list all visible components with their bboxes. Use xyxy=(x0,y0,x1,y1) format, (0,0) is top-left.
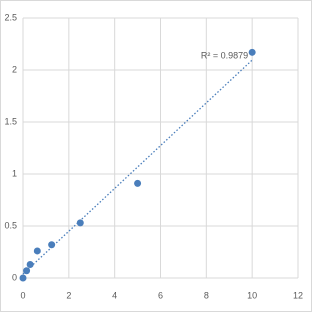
point xyxy=(26,260,34,268)
x-tick-label: 10 xyxy=(247,290,257,300)
point xyxy=(19,274,27,282)
x-tick-label: 4 xyxy=(112,290,117,300)
x-tick-label: 12 xyxy=(293,290,303,300)
y-tick-label: 2 xyxy=(12,64,17,74)
y-tick-label: 1.5 xyxy=(4,116,17,126)
point xyxy=(76,219,84,227)
y-tick-label: 2.5 xyxy=(4,12,17,22)
annotation: R² = 0.9879 xyxy=(201,50,248,60)
point xyxy=(23,267,31,275)
x-tick-label: 2 xyxy=(66,290,71,300)
point xyxy=(48,241,56,249)
x-tick-label: 0 xyxy=(20,290,25,300)
point xyxy=(33,247,41,255)
y-tick-label: 0.5 xyxy=(4,220,17,230)
y-tick-label: 0 xyxy=(12,272,17,282)
chart: 0 0.5 1 1.5 2 2.5 0 2 4 6 8 10 12 R² = 0.9879 xyxy=(0,0,312,312)
y-tick-label: 1 xyxy=(12,168,17,178)
chart-border xyxy=(0,0,312,312)
point xyxy=(134,179,142,187)
x-tick-label: 8 xyxy=(204,290,209,300)
x-tick-label: 6 xyxy=(158,290,163,300)
point xyxy=(248,48,256,56)
